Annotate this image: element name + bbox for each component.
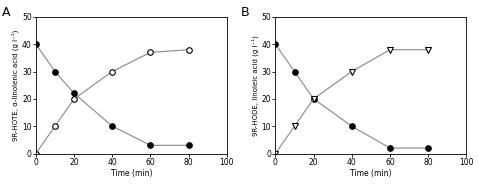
Y-axis label: 9R-HODE, linoleic acid (g l⁻¹): 9R-HODE, linoleic acid (g l⁻¹) (251, 35, 259, 136)
X-axis label: Time (min): Time (min) (111, 169, 152, 178)
Text: A: A (1, 6, 10, 19)
Text: B: B (241, 6, 250, 19)
X-axis label: Time (min): Time (min) (350, 169, 391, 178)
Y-axis label: 9R-HOTE, α-linolenic acid (g l⁻¹): 9R-HOTE, α-linolenic acid (g l⁻¹) (11, 29, 19, 141)
